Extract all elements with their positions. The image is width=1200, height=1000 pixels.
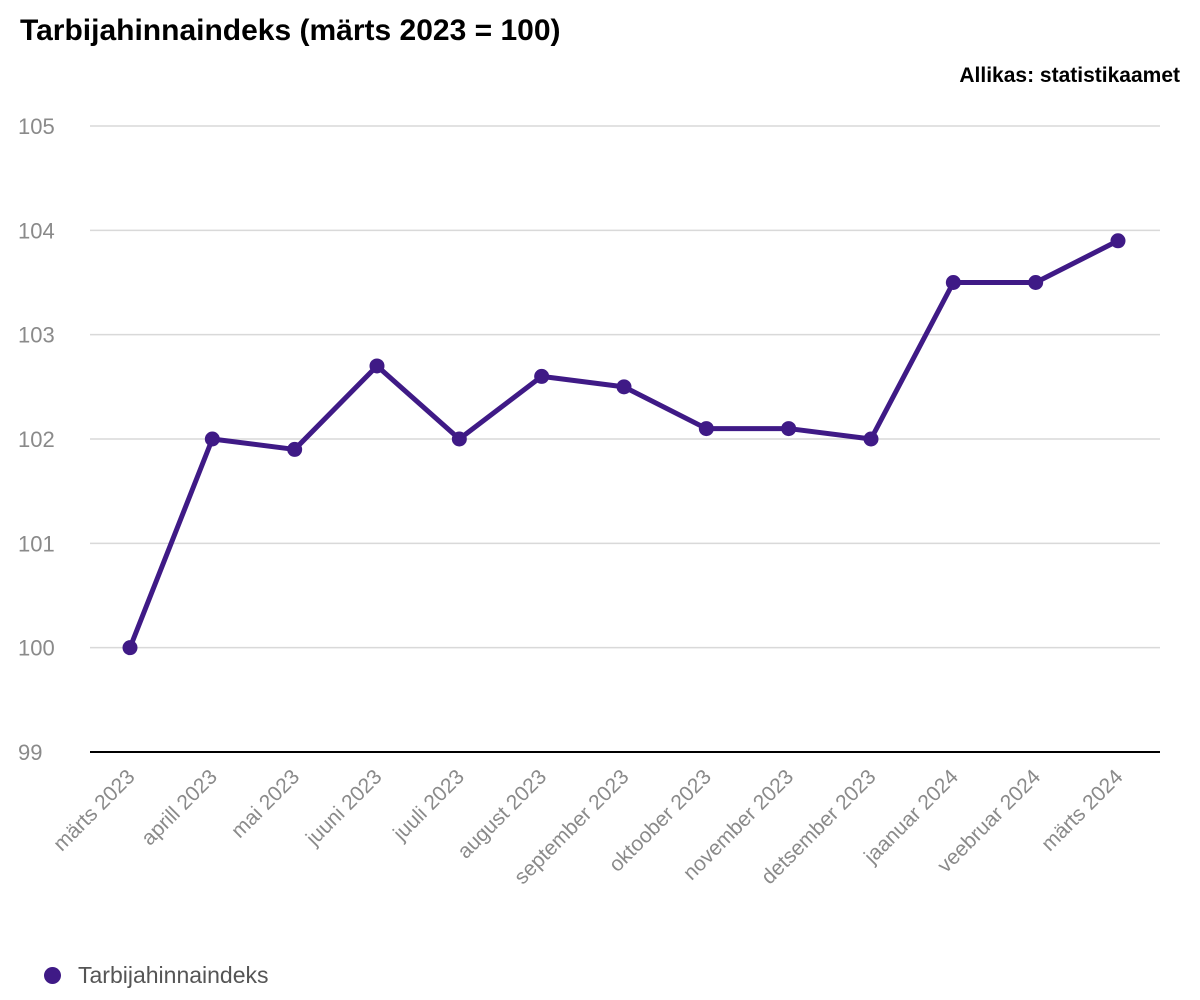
- y-tick-label: 102: [18, 427, 55, 452]
- data-point: [945, 275, 961, 290]
- legend: Tarbijahinnaindeks: [44, 960, 269, 990]
- chart-title: Tarbijahinnaindeks (märts 2023 = 100): [20, 14, 561, 47]
- x-tick-label: märts 2024: [1037, 765, 1128, 856]
- data-point: [863, 431, 879, 447]
- data-point: [122, 640, 138, 656]
- gridlines: [90, 125, 1160, 649]
- y-tick-label: 99: [18, 740, 42, 765]
- x-tick-label: aprill 2023: [137, 765, 222, 850]
- data-point: [369, 358, 385, 374]
- legend-label: Tarbijahinnaindeks: [78, 961, 269, 988]
- data-point: [698, 421, 714, 437]
- data-point: [1028, 275, 1044, 290]
- series-group: [122, 233, 1126, 656]
- y-tick-label: 101: [18, 531, 55, 556]
- y-tick-label: 100: [18, 636, 55, 661]
- data-point: [534, 368, 550, 384]
- x-tick-label: juuli 2023: [388, 765, 469, 846]
- x-tick-label: juuni 2023: [301, 765, 387, 851]
- series-line: [127, 238, 1121, 651]
- legend-swatch: [44, 966, 61, 984]
- data-point: [1110, 233, 1126, 249]
- data-point: [616, 379, 632, 395]
- data-point: [451, 431, 467, 447]
- y-axis-ticks: 99 100 101 102 103 104 105: [18, 114, 55, 765]
- y-tick-label: 103: [18, 323, 55, 348]
- x-tick-label: märts 2023: [49, 765, 140, 856]
- data-point: [287, 441, 303, 457]
- x-tick-label: mai 2023: [227, 765, 304, 842]
- data-point: [781, 421, 797, 437]
- y-tick-label: 105: [18, 114, 55, 139]
- y-tick-label: 104: [18, 218, 55, 243]
- data-point: [204, 431, 220, 447]
- source-note: Allikas: statistikaamet: [959, 64, 1180, 87]
